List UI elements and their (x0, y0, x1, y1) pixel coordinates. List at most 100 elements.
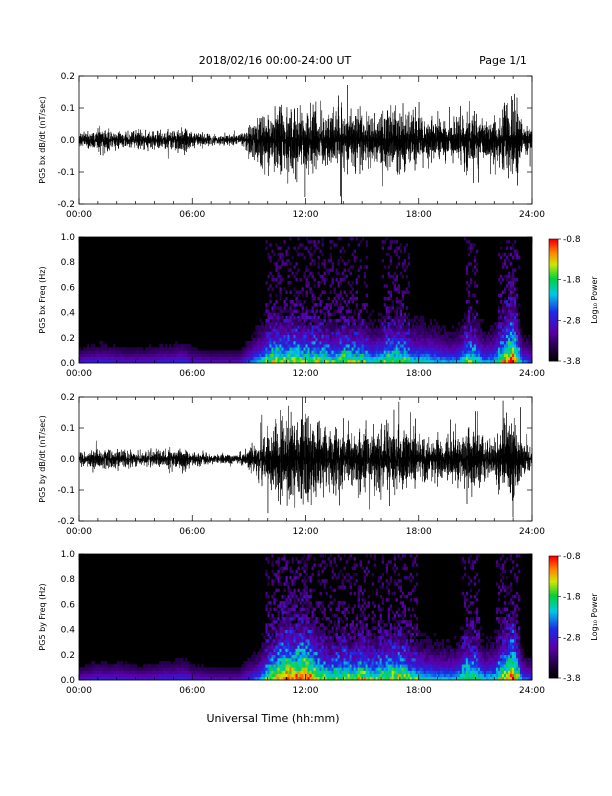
spectrogram-cell (504, 347, 506, 350)
spectrogram-cell (340, 639, 342, 642)
spectrogram-cell (295, 278, 297, 281)
spectrogram-cell (444, 344, 446, 347)
spectrogram-cell (289, 614, 291, 617)
spectrogram-cell (301, 626, 303, 629)
spectrogram-cell (520, 354, 522, 357)
spectrogram-cell (330, 240, 332, 243)
spectrogram-cell (470, 350, 472, 353)
spectrogram-cell (293, 611, 295, 614)
spectrogram-cell (297, 667, 299, 670)
spectrogram-cell (275, 658, 277, 661)
spectrogram-cell (207, 671, 209, 674)
spectrogram-cell (512, 313, 514, 316)
spectrogram-cell (498, 294, 500, 297)
spectrogram-cell (306, 567, 308, 570)
spectrogram-cell (488, 354, 490, 357)
spectrogram-cell (312, 614, 314, 617)
spectrogram-cell (267, 642, 269, 645)
spectrogram-cell (320, 319, 322, 322)
spectrogram-cell (342, 325, 344, 328)
spectrogram-cell (408, 328, 410, 331)
spectrogram-cell (269, 652, 271, 655)
spectrogram-cell (312, 652, 314, 655)
spectrogram-cell (195, 357, 197, 360)
spectrogram-cell (147, 347, 149, 350)
spectrogram-cell (97, 347, 99, 350)
spectrogram-cell (249, 674, 251, 677)
spectrogram-cell (468, 291, 470, 294)
spectrogram-cell (265, 592, 267, 595)
spectrogram-cell (496, 347, 498, 350)
spectrogram-cell (318, 645, 320, 648)
spectrogram-cell (360, 642, 362, 645)
spectrogram-cell (291, 344, 293, 347)
spectrogram-cell (330, 563, 332, 566)
spectrogram-cell (285, 642, 287, 645)
spectrogram-cell (328, 623, 330, 626)
spectrogram-cell (386, 328, 388, 331)
spectrogram-cell (273, 608, 275, 611)
spectrogram-cell (293, 322, 295, 325)
spectrogram-cell (404, 262, 406, 265)
spectrogram-cell (364, 655, 366, 658)
spectrogram-cell (432, 335, 434, 338)
spectrogram-cell (342, 347, 344, 350)
spectrogram-cell (310, 335, 312, 338)
spectrogram-cell (261, 338, 263, 341)
spectrogram-cell (470, 354, 472, 357)
spectrogram-cell (267, 341, 269, 344)
spectrogram-cell (464, 335, 466, 338)
spectrogram-cell (346, 309, 348, 312)
spectrogram-cell (291, 592, 293, 595)
spectrogram-cell (340, 341, 342, 344)
spectrogram-cell (492, 341, 494, 344)
spectrogram-cell (231, 667, 233, 670)
spectrogram-cell (297, 617, 299, 620)
spectrogram-cell (293, 328, 295, 331)
spectrogram-cell (512, 284, 514, 287)
spectrogram-cell (356, 335, 358, 338)
spectrogram-cell (502, 291, 504, 294)
spectrogram-cell (271, 579, 273, 582)
spectrogram-cell (324, 658, 326, 661)
spectrogram-cell (135, 354, 137, 357)
spectrogram-cell (422, 322, 424, 325)
spectrogram-cell (338, 554, 340, 557)
spectrogram-cell (378, 338, 380, 341)
spectrogram-cell (312, 664, 314, 667)
spectrogram-cell (438, 357, 440, 360)
spectrogram-cell (516, 297, 518, 300)
spectrogram-cell (310, 667, 312, 670)
spectrogram-cell (293, 319, 295, 322)
spectrogram-cell (382, 328, 384, 331)
spectrogram-cell (314, 297, 316, 300)
spectrogram-cell (508, 303, 510, 306)
spectrogram-cell (340, 237, 342, 240)
spectrogram-cell (402, 262, 404, 265)
spectrogram-cell (400, 243, 402, 246)
spectrogram-cell (209, 674, 211, 677)
spectrogram-cell (91, 354, 93, 357)
spectrogram-cell (273, 313, 275, 316)
spectrogram-cell (316, 630, 318, 633)
spectrogram-cell (352, 611, 354, 614)
spectrogram-cell (382, 357, 384, 360)
spectrogram-cell (211, 357, 213, 360)
spectrogram-cell (340, 350, 342, 353)
spectrogram-cell (400, 250, 402, 253)
spectrogram-cell (287, 642, 289, 645)
spectrogram-cell (508, 325, 510, 328)
spectrogram-cell (478, 332, 480, 335)
spectrogram-cell (344, 344, 346, 347)
spectrogram-cell (293, 357, 295, 360)
spectrogram-cell (462, 347, 464, 350)
spectrogram-cell (283, 322, 285, 325)
spectrogram-cell (330, 671, 332, 674)
spectrogram-cell (492, 350, 494, 353)
spectrogram-cell (306, 347, 308, 350)
spectrogram-cell (382, 347, 384, 350)
spectrogram-cell (217, 667, 219, 670)
spectrogram-cell (522, 341, 524, 344)
spectrogram-cell (324, 319, 326, 322)
spectrogram-cell (322, 649, 324, 652)
